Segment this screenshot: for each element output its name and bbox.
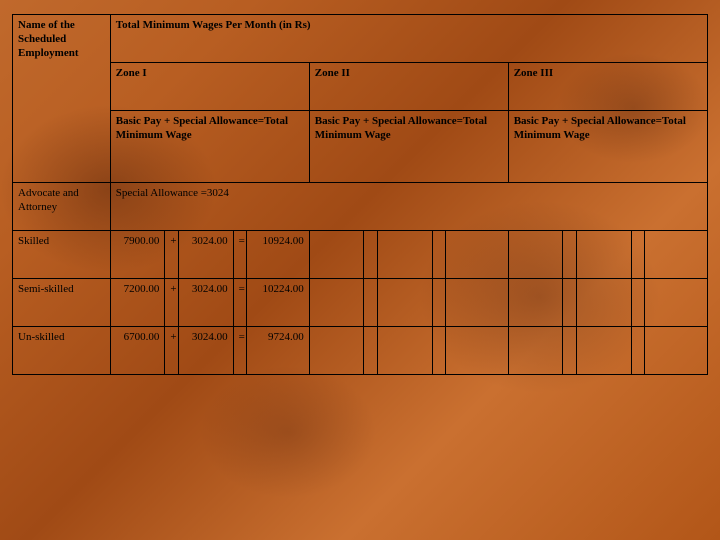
page-root: Name of the Scheduled Employment Total M… xyxy=(0,0,720,389)
cell-plus: + xyxy=(165,231,179,279)
table-row: Semi-skilled 7200.00 + 3024.00 = 10224.0… xyxy=(13,279,708,327)
cell-eq xyxy=(631,231,645,279)
allowance-row-text: Special Allowance =3024 xyxy=(110,183,707,231)
cell-allow: 3024.00 xyxy=(179,279,234,327)
cell-plus xyxy=(563,231,577,279)
cell-plus xyxy=(364,279,378,327)
cell-plus xyxy=(563,327,577,375)
cell-allow: 3024.00 xyxy=(179,231,234,279)
header-formula-z3: Basic Pay + Special Allowance=Total Mini… xyxy=(508,111,707,183)
cell-allow xyxy=(576,231,631,279)
header-zone-3: Zone III xyxy=(508,63,707,111)
cell-total xyxy=(645,327,708,375)
cell-allow xyxy=(576,327,631,375)
cell-allow xyxy=(377,231,432,279)
cell-eq xyxy=(432,279,446,327)
allowance-row-label: Advocate and Attorney xyxy=(13,183,111,231)
cell-eq: = xyxy=(233,327,247,375)
cell-allow xyxy=(377,327,432,375)
cell-basic xyxy=(508,279,563,327)
cell-total xyxy=(645,231,708,279)
cell-plus xyxy=(364,231,378,279)
cell-plus xyxy=(563,279,577,327)
cell-basic: 6700.00 xyxy=(110,327,165,375)
cell-eq xyxy=(631,327,645,375)
cell-total xyxy=(446,279,509,327)
cell-plus xyxy=(364,327,378,375)
table-header-row-zones: Zone I Zone II Zone III xyxy=(13,63,708,111)
header-zone-1: Zone I xyxy=(110,63,309,111)
table-row: Un-skilled 6700.00 + 3024.00 = 9724.00 xyxy=(13,327,708,375)
header-formula-z1: Basic Pay + Special Allowance=Total Mini… xyxy=(110,111,309,183)
cell-total xyxy=(446,327,509,375)
minimum-wages-table: Name of the Scheduled Employment Total M… xyxy=(12,14,708,375)
cell-total: 10224.00 xyxy=(247,279,310,327)
cell-basic xyxy=(309,327,364,375)
table-header-row-formula: Basic Pay + Special Allowance=Total Mini… xyxy=(13,111,708,183)
cell-basic xyxy=(508,231,563,279)
header-zone-2: Zone II xyxy=(309,63,508,111)
cell-allow xyxy=(377,279,432,327)
cell-total xyxy=(446,231,509,279)
cell-total: 9724.00 xyxy=(247,327,310,375)
cell-plus: + xyxy=(165,279,179,327)
cell-eq: = xyxy=(233,231,247,279)
cell-basic: 7200.00 xyxy=(110,279,165,327)
row-label: Un-skilled xyxy=(13,327,111,375)
cell-allow xyxy=(576,279,631,327)
table-header-row-1: Name of the Scheduled Employment Total M… xyxy=(13,15,708,63)
cell-eq xyxy=(432,231,446,279)
cell-allow: 3024.00 xyxy=(179,327,234,375)
header-formula-z2: Basic Pay + Special Allowance=Total Mini… xyxy=(309,111,508,183)
cell-basic xyxy=(508,327,563,375)
row-label: Skilled xyxy=(13,231,111,279)
row-label: Semi-skilled xyxy=(13,279,111,327)
cell-total: 10924.00 xyxy=(247,231,310,279)
cell-eq: = xyxy=(233,279,247,327)
table-row: Skilled 7900.00 + 3024.00 = 10924.00 xyxy=(13,231,708,279)
allowance-row: Advocate and Attorney Special Allowance … xyxy=(13,183,708,231)
cell-eq xyxy=(432,327,446,375)
cell-basic xyxy=(309,279,364,327)
header-main: Total Minimum Wages Per Month (in Rs) xyxy=(110,15,707,63)
header-row-label: Name of the Scheduled Employment xyxy=(13,15,111,183)
cell-basic: 7900.00 xyxy=(110,231,165,279)
cell-basic xyxy=(309,231,364,279)
cell-eq xyxy=(631,279,645,327)
cell-plus: + xyxy=(165,327,179,375)
cell-total xyxy=(645,279,708,327)
